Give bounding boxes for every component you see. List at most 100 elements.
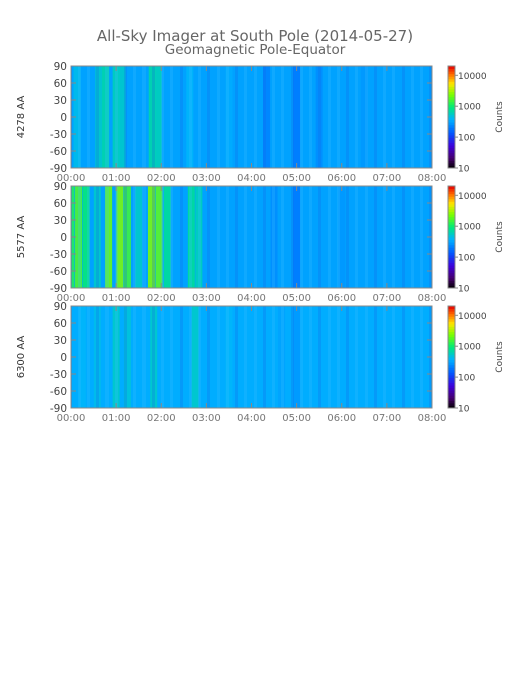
colorbar-segment <box>448 405 455 409</box>
y-tick-label: 90 <box>54 301 67 313</box>
colorbar-tick-label: 100 <box>458 254 475 264</box>
heatmap-streak <box>133 66 134 168</box>
heatmap-streak <box>244 186 245 288</box>
colorbar-tick-label: 100 <box>458 134 475 144</box>
heatmap-band <box>225 306 233 408</box>
colorbar-segment <box>448 328 455 332</box>
heatmap-streak <box>153 306 154 408</box>
heatmap-streak <box>134 186 135 288</box>
heatmap-streak <box>144 186 145 288</box>
heatmap-streak <box>328 306 329 408</box>
heatmap-streak <box>283 306 284 408</box>
colorbar-segment <box>448 206 455 210</box>
heatmap-streak <box>329 66 330 168</box>
y-tick-label: 0 <box>60 232 67 244</box>
x-tick-label: 04:00 <box>237 293 266 304</box>
heatmap-band <box>116 186 124 288</box>
heatmap-streak <box>246 186 247 288</box>
heatmap-streak <box>320 66 321 168</box>
colorbar-segment <box>448 372 455 376</box>
heatmap-streak <box>292 66 293 168</box>
heatmap-streak <box>281 66 282 168</box>
colorbar-segment <box>448 379 455 383</box>
heatmap-streak <box>309 66 310 168</box>
colorbar-segment <box>448 362 455 366</box>
heatmap-streak <box>228 66 229 168</box>
colorbar-segment <box>448 145 455 149</box>
heatmap-streak <box>394 186 395 288</box>
heatmap-streak <box>311 186 312 288</box>
heatmap-streak <box>235 186 236 288</box>
heatmap-streak <box>80 186 81 288</box>
heatmap-streak <box>291 306 292 408</box>
colorbar-segment <box>448 211 455 215</box>
heatmap-streak <box>384 66 385 168</box>
x-tick-label: 08:00 <box>418 293 447 304</box>
heatmap-streak <box>328 186 329 288</box>
heatmap-streak <box>145 186 146 288</box>
heatmap-streak <box>311 66 312 168</box>
y-axis-label: 5577 AA <box>16 216 27 259</box>
heatmap-streak <box>311 306 312 408</box>
heatmap-streak <box>281 306 282 408</box>
heatmap-streak <box>319 66 320 168</box>
heatmap-streak <box>402 186 403 288</box>
heatmap-streak <box>273 186 274 288</box>
heatmap-band <box>73 66 81 168</box>
colorbar-segment <box>448 275 455 279</box>
heatmap-streak <box>265 186 266 288</box>
heatmap-streak <box>190 306 191 408</box>
colorbar-segment <box>448 344 455 348</box>
x-tick-label: 00:00 <box>57 293 86 304</box>
y-tick-label: -60 <box>50 266 67 278</box>
heatmap-streak <box>108 66 109 168</box>
heatmap-band <box>135 186 143 288</box>
y-tick-label: -90 <box>50 163 67 175</box>
heatmap-streak <box>337 186 338 288</box>
heatmap-streak <box>347 306 348 408</box>
heatmap-streak <box>180 306 181 408</box>
heatmap-band <box>150 306 158 408</box>
colorbar-segment <box>448 234 455 238</box>
y-tick-label: 0 <box>60 352 67 364</box>
heatmap-streak <box>98 66 99 168</box>
heatmap-band <box>338 306 346 408</box>
heatmap-streak <box>89 66 90 168</box>
y-tick-label: 0 <box>60 112 67 124</box>
heatmap-streak <box>301 66 302 168</box>
colorbar-segment <box>448 265 455 269</box>
heatmap-band <box>270 186 278 288</box>
heatmap-streak <box>385 66 386 168</box>
colorbar-segment <box>448 83 455 87</box>
heatmap-band <box>93 186 101 288</box>
heatmap-streak <box>265 66 266 168</box>
colorbar-segment <box>448 191 455 195</box>
heatmap-streak <box>274 66 275 168</box>
colorbar-segment <box>448 392 455 396</box>
heatmap-streak <box>125 66 126 168</box>
colorbar-tick-label: 10000 <box>458 72 487 82</box>
heatmap-streak <box>310 66 311 168</box>
colorbar-segment <box>448 94 455 98</box>
colorbar-segment <box>448 257 455 261</box>
heatmap-streak <box>255 186 256 288</box>
heatmap-streak <box>182 306 183 408</box>
heatmap-streak <box>393 66 394 168</box>
heatmap-streak <box>236 306 237 408</box>
colorbar-segment <box>448 104 455 108</box>
heatmap-streak <box>348 186 349 288</box>
heatmap-streak <box>115 306 116 408</box>
heatmap-streak <box>78 306 79 408</box>
heatmap-streak <box>80 66 81 168</box>
colorbar-segment <box>448 165 455 169</box>
heatmap-streak <box>318 306 319 408</box>
heatmap-streak <box>346 186 347 288</box>
heatmap-band <box>163 186 171 288</box>
heatmap-streak <box>190 66 191 168</box>
colorbar-segment <box>448 122 455 126</box>
colorbar-segment <box>448 369 455 373</box>
heatmap-streak <box>402 66 403 168</box>
heatmap-streak <box>172 306 173 408</box>
heatmap-streak <box>182 66 183 168</box>
heatmap-streak <box>282 186 283 288</box>
